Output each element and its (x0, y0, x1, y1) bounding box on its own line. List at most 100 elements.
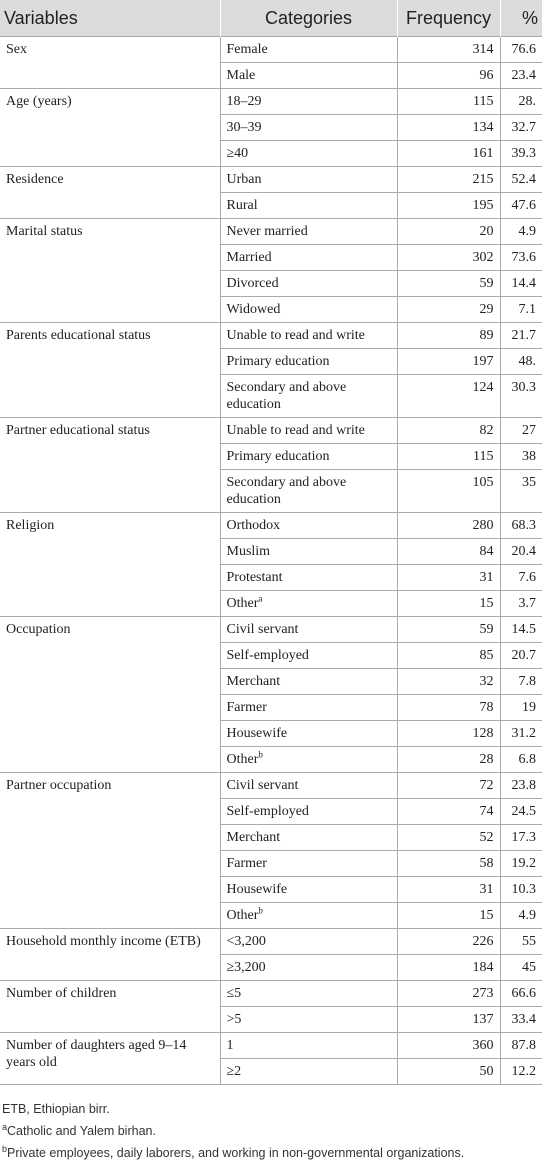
category-text: Urban (226, 172, 262, 187)
percent-cell: 33.4 (499, 1006, 542, 1033)
category-cell: ≤5 (219, 980, 398, 1007)
category-cell: Primary education (220, 443, 398, 470)
category-cell: Unable to read and write (219, 322, 398, 349)
frequency-cell: 115 (396, 88, 501, 115)
percent-cell: 68.3 (499, 512, 542, 539)
category-cell: Merchant (220, 824, 398, 851)
category-text: >5 (226, 1012, 242, 1027)
footnote-mark: a (2, 1121, 8, 1132)
frequency-cell: 280 (396, 512, 501, 539)
table-row: Marital status Never married 20 4.9 (0, 218, 542, 323)
frequency-cell: 302 (396, 244, 501, 271)
category-text: Orthodox (226, 518, 281, 533)
table-row: Partner educational status Unable to read… (0, 417, 542, 513)
percent-cell: 4.9 (499, 218, 542, 245)
percent-cell: 24.5 (499, 798, 542, 825)
category-cell: Otherb (220, 902, 398, 929)
category-cell: Muslim (220, 538, 398, 565)
table-row: Self-employed 74 24.5 (0, 798, 542, 825)
table-row: Number of children ≤5 273 66.6 (0, 980, 542, 1033)
variable-cell: Sex (0, 36, 221, 89)
category-text: Protestant (226, 570, 283, 585)
category-text: 18–29 (226, 94, 262, 109)
category-cell: ≥2 (220, 1058, 398, 1085)
category-text: Widowed (226, 302, 281, 317)
column-header: Variables (0, 0, 220, 37)
percent-cell: 6.8 (499, 746, 542, 773)
table-row: Religion Orthodox 280 68.3 (0, 512, 542, 617)
frequency-cell: 197 (396, 348, 501, 375)
frequency-cell: 31 (396, 876, 501, 903)
category-text: Married (226, 250, 272, 265)
footnote-mark: b (258, 905, 263, 916)
percent-cell: 14.5 (499, 616, 542, 643)
frequency-cell: 28 (396, 746, 501, 773)
category-text: Male (226, 68, 256, 83)
category-cell: Orthodox (219, 512, 398, 539)
category-cell: Civil servant (219, 616, 398, 643)
category-cell: Housewife (220, 720, 398, 747)
category-cell: Secondary and above education (220, 374, 398, 418)
frequency-cell: 137 (396, 1006, 501, 1033)
category-text: <3,200 (226, 934, 266, 949)
category-text: ≤5 (226, 986, 242, 1001)
variable-cell: Partner occupation (0, 772, 221, 929)
frequency-cell: 59 (396, 270, 501, 297)
column-header: % (499, 0, 542, 37)
table-row: Self-employed 85 20.7 (0, 642, 542, 669)
percent-cell: 23.4 (499, 62, 542, 89)
footnote: bPrivate employees, daily laborers, and … (2, 1144, 540, 1161)
category-text: Other (226, 908, 259, 923)
frequency-cell: 29 (396, 296, 501, 323)
category-text: Other (226, 596, 259, 611)
frequency-cell: 82 (396, 417, 501, 444)
table-row: Rural 195 47.6 (0, 192, 542, 219)
table-row: Secondary and above education 105 35 (0, 469, 542, 513)
category-cell: 18–29 (219, 88, 398, 115)
category-cell: >5 (220, 1006, 398, 1033)
column-header: Frequency (396, 0, 500, 37)
frequency-cell: 78 (396, 694, 501, 721)
category-cell: Unable to read and write (219, 417, 398, 444)
category-cell: Married (220, 244, 398, 271)
category-text: Primary education (226, 354, 330, 369)
variable-cell: Number of children (0, 980, 221, 1033)
variable-cell: Household monthly income (ETB) (0, 928, 221, 981)
percent-cell: 73.6 (499, 244, 542, 271)
category-text: Merchant (226, 674, 281, 689)
percent-cell: 20.7 (499, 642, 542, 669)
variable-cell: Marital status (0, 218, 221, 323)
frequency-cell: 89 (396, 322, 501, 349)
percent-cell: 7.1 (499, 296, 542, 323)
category-cell: Housewife (220, 876, 398, 903)
category-cell: Farmer (220, 694, 398, 721)
category-cell: Female (219, 36, 398, 63)
percent-cell: 20.4 (499, 538, 542, 565)
table-row: Othera 15 3.7 (0, 590, 542, 617)
percent-cell: 87.8 (499, 1032, 542, 1059)
category-text: Unable to read and write (226, 328, 365, 343)
percent-cell: 35 (499, 469, 542, 513)
frequency-cell: 96 (396, 62, 501, 89)
variable-cell: Occupation (0, 616, 221, 773)
percent-cell: 14.4 (499, 270, 542, 297)
footnote-text: ETB, Ethiopian birr. (2, 1102, 110, 1116)
table-row: Protestant 31 7.6 (0, 564, 542, 591)
category-cell: Rural (220, 192, 398, 219)
category-text: Farmer (226, 856, 267, 871)
footnote-mark: a (258, 593, 263, 604)
table-row: 30–39 134 32.7 (0, 114, 542, 141)
table-row: Widowed 29 7.1 (0, 296, 542, 323)
footnote-text: Private employees, daily laborers, and w… (7, 1146, 465, 1160)
percent-cell: 45 (499, 954, 542, 981)
table-row: Merchant 32 7.8 (0, 668, 542, 695)
table-row: Residence Urban 215 52.4 (0, 166, 542, 219)
category-text: 1 (226, 1038, 234, 1053)
category-text: Unable to read and write (226, 423, 365, 438)
frequency-cell: 58 (396, 850, 501, 877)
header-row: Variables Categories Frequency% (0, 0, 542, 37)
table-row: Occupation Civil servant 59 14.5 (0, 616, 542, 773)
variable-cell: Parents educational status (0, 322, 221, 418)
table-row: Primary education 115 38 (0, 443, 542, 470)
category-text: 30–39 (226, 120, 262, 135)
